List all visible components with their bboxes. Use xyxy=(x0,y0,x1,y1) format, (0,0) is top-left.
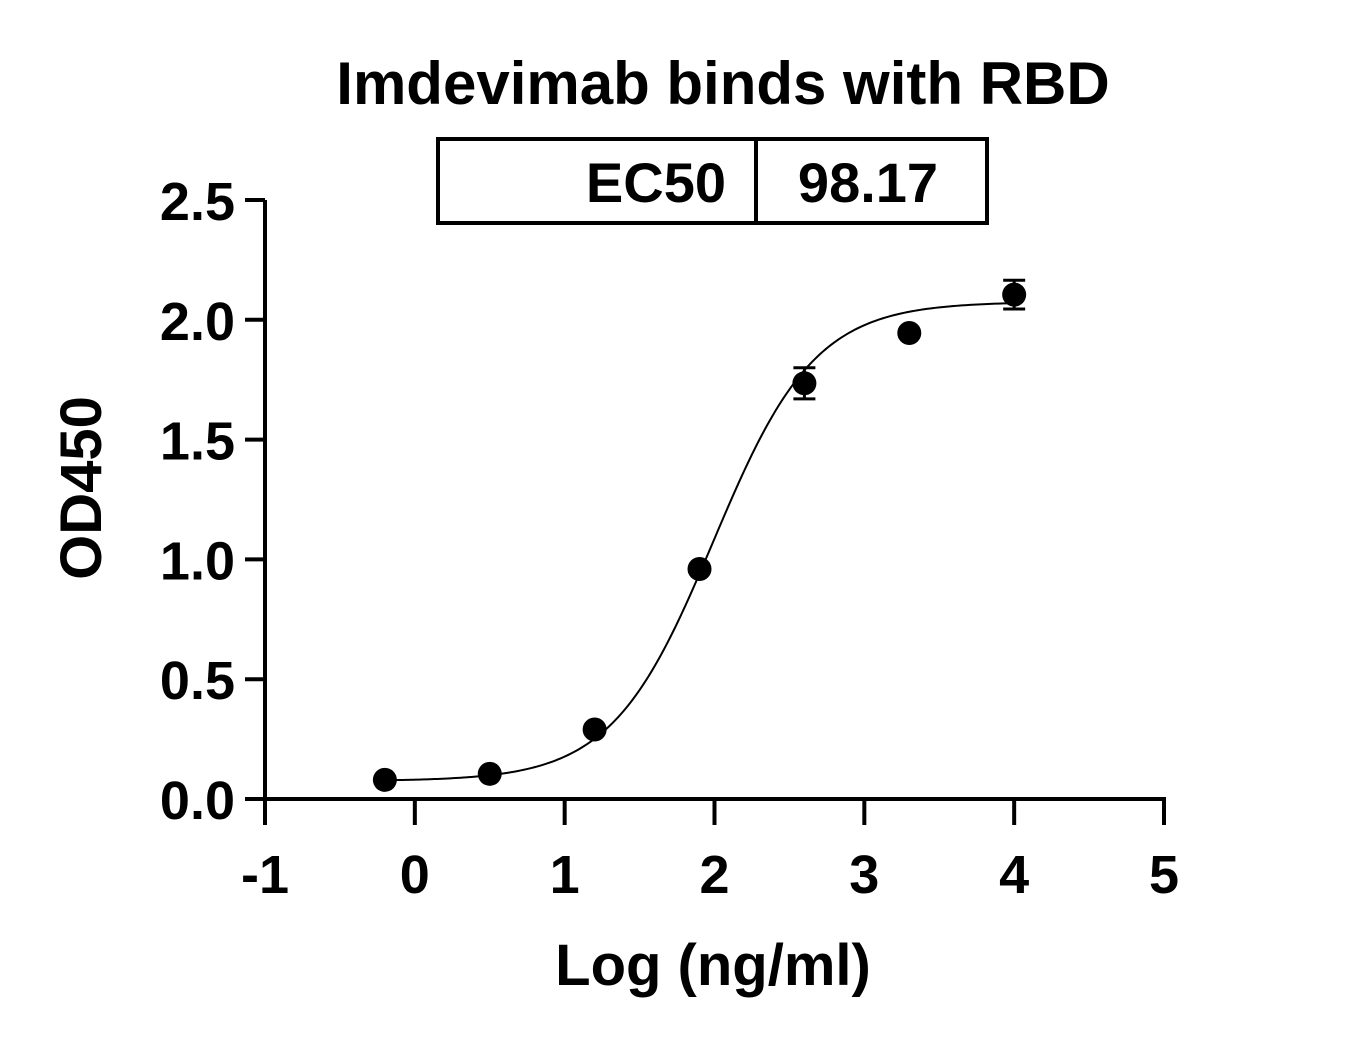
x-tick-label: 5 xyxy=(1149,845,1179,905)
data-point xyxy=(1002,282,1027,307)
y-tick-label: 0.5 xyxy=(160,651,235,711)
chart-title: Imdevimab binds with RBD xyxy=(336,50,1109,117)
points-layer xyxy=(372,278,1027,792)
x-tick-label: 2 xyxy=(699,845,729,905)
data-point xyxy=(477,761,502,786)
fit-layer xyxy=(384,302,1015,782)
y-tick-label: 0.0 xyxy=(160,771,235,831)
y-tick-label: 1.0 xyxy=(160,531,235,591)
y-tick-label: 1.5 xyxy=(160,412,235,472)
axes: 0.0 0.5 1.0 1.5 2.0 2.5 -1 0 1 2 3 4 5 xyxy=(160,172,1179,905)
ec50-table-frame xyxy=(436,137,989,225)
data-point xyxy=(582,717,607,742)
data-point xyxy=(372,767,397,792)
y-tick-label: 2.0 xyxy=(160,292,235,352)
ec50-value: 98.17 xyxy=(798,151,938,214)
ec50-table: EC50 98.17 xyxy=(436,137,989,225)
x-tick-label: -1 xyxy=(241,845,289,905)
x-tick-label: 0 xyxy=(400,845,430,905)
ec50-label: EC50 xyxy=(586,151,726,214)
x-tick-label: 1 xyxy=(550,845,580,905)
data-point xyxy=(687,556,712,581)
x-tick-label: 4 xyxy=(999,845,1029,905)
data-point xyxy=(897,320,922,345)
x-axis-label: Log (ng/ml) xyxy=(555,933,871,998)
y-tick-label: 2.5 xyxy=(160,172,235,232)
x-tick-label: 3 xyxy=(849,845,879,905)
data-point xyxy=(792,371,817,396)
y-axis-label: OD450 xyxy=(49,396,114,580)
fit-curve xyxy=(384,302,1015,782)
